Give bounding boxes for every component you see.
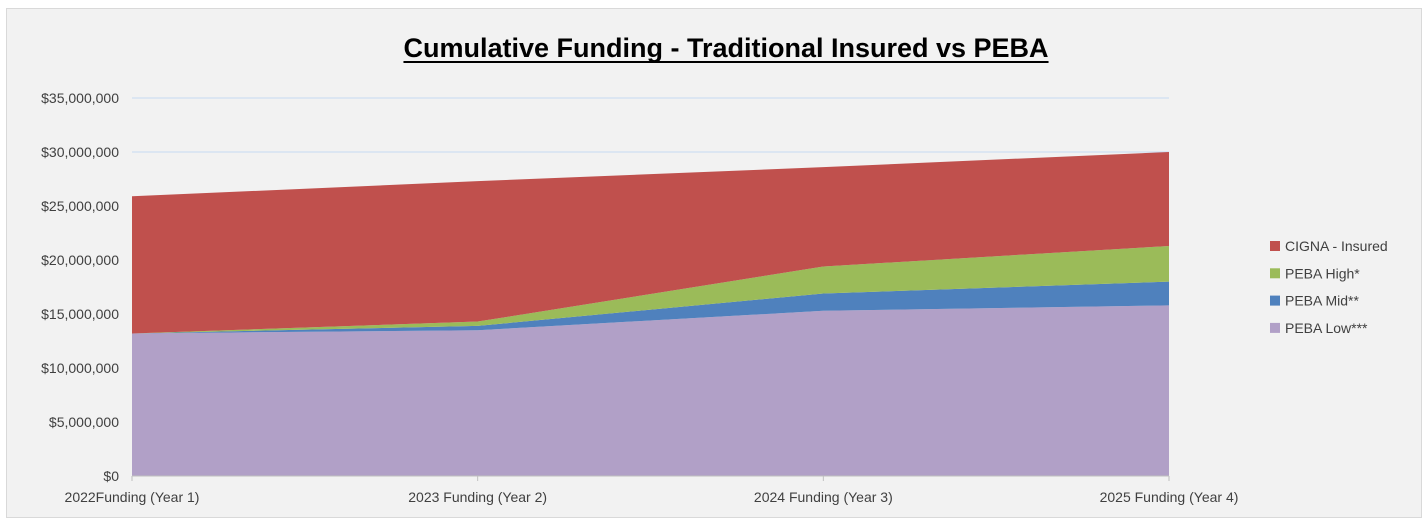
legend-label: CIGNA - Insured [1285,238,1388,254]
y-tick-label: $0 [103,468,119,484]
legend-swatch [1270,322,1280,333]
y-tick-label: $15,000,000 [41,306,119,322]
legend-label: PEBA High* [1285,265,1360,281]
y-tick-label: $35,000,000 [41,90,119,106]
chart-frame: Cumulative Funding - Traditional Insured… [6,8,1422,518]
area-series [132,305,1169,476]
area-layer [132,152,1169,476]
area-series [132,245,1169,334]
y-tick-label: $30,000,000 [41,144,119,160]
legend-swatch [1270,241,1280,251]
area-series [132,281,1169,334]
area-series [132,152,1169,334]
legend: CIGNA - Insured PEBA High* PEBA Mid** PEBA … [1270,238,1388,336]
chart-title: Cumulative Funding - Traditional Insured… [403,33,1048,63]
chart-svg: Cumulative Funding - Traditional Insured… [41,33,1388,505]
y-tick-label: $5,000,000 [49,414,119,430]
x-tick-label: 2024 Funding (Year 3) [754,489,893,505]
legend-label: PEBA Mid** [1285,293,1359,309]
x-tick-label: 2025 Funding (Year 4) [1100,489,1239,505]
y-tick-label: $10,000,000 [41,360,119,376]
x-tick-label: 2023 Funding (Year 2) [408,489,547,505]
legend-label: PEBA Low*** [1285,320,1368,336]
y-tick-label: $25,000,000 [41,198,119,214]
axis-layer: $0 $5,000,000 $10,000,000 $15,000,000 $20,00… [41,90,1238,505]
y-tick-label: $20,000,000 [41,252,119,268]
legend-swatch [1270,268,1280,279]
x-tick-label: 2022Funding (Year 1) [65,489,200,505]
legend-swatch [1270,295,1280,306]
